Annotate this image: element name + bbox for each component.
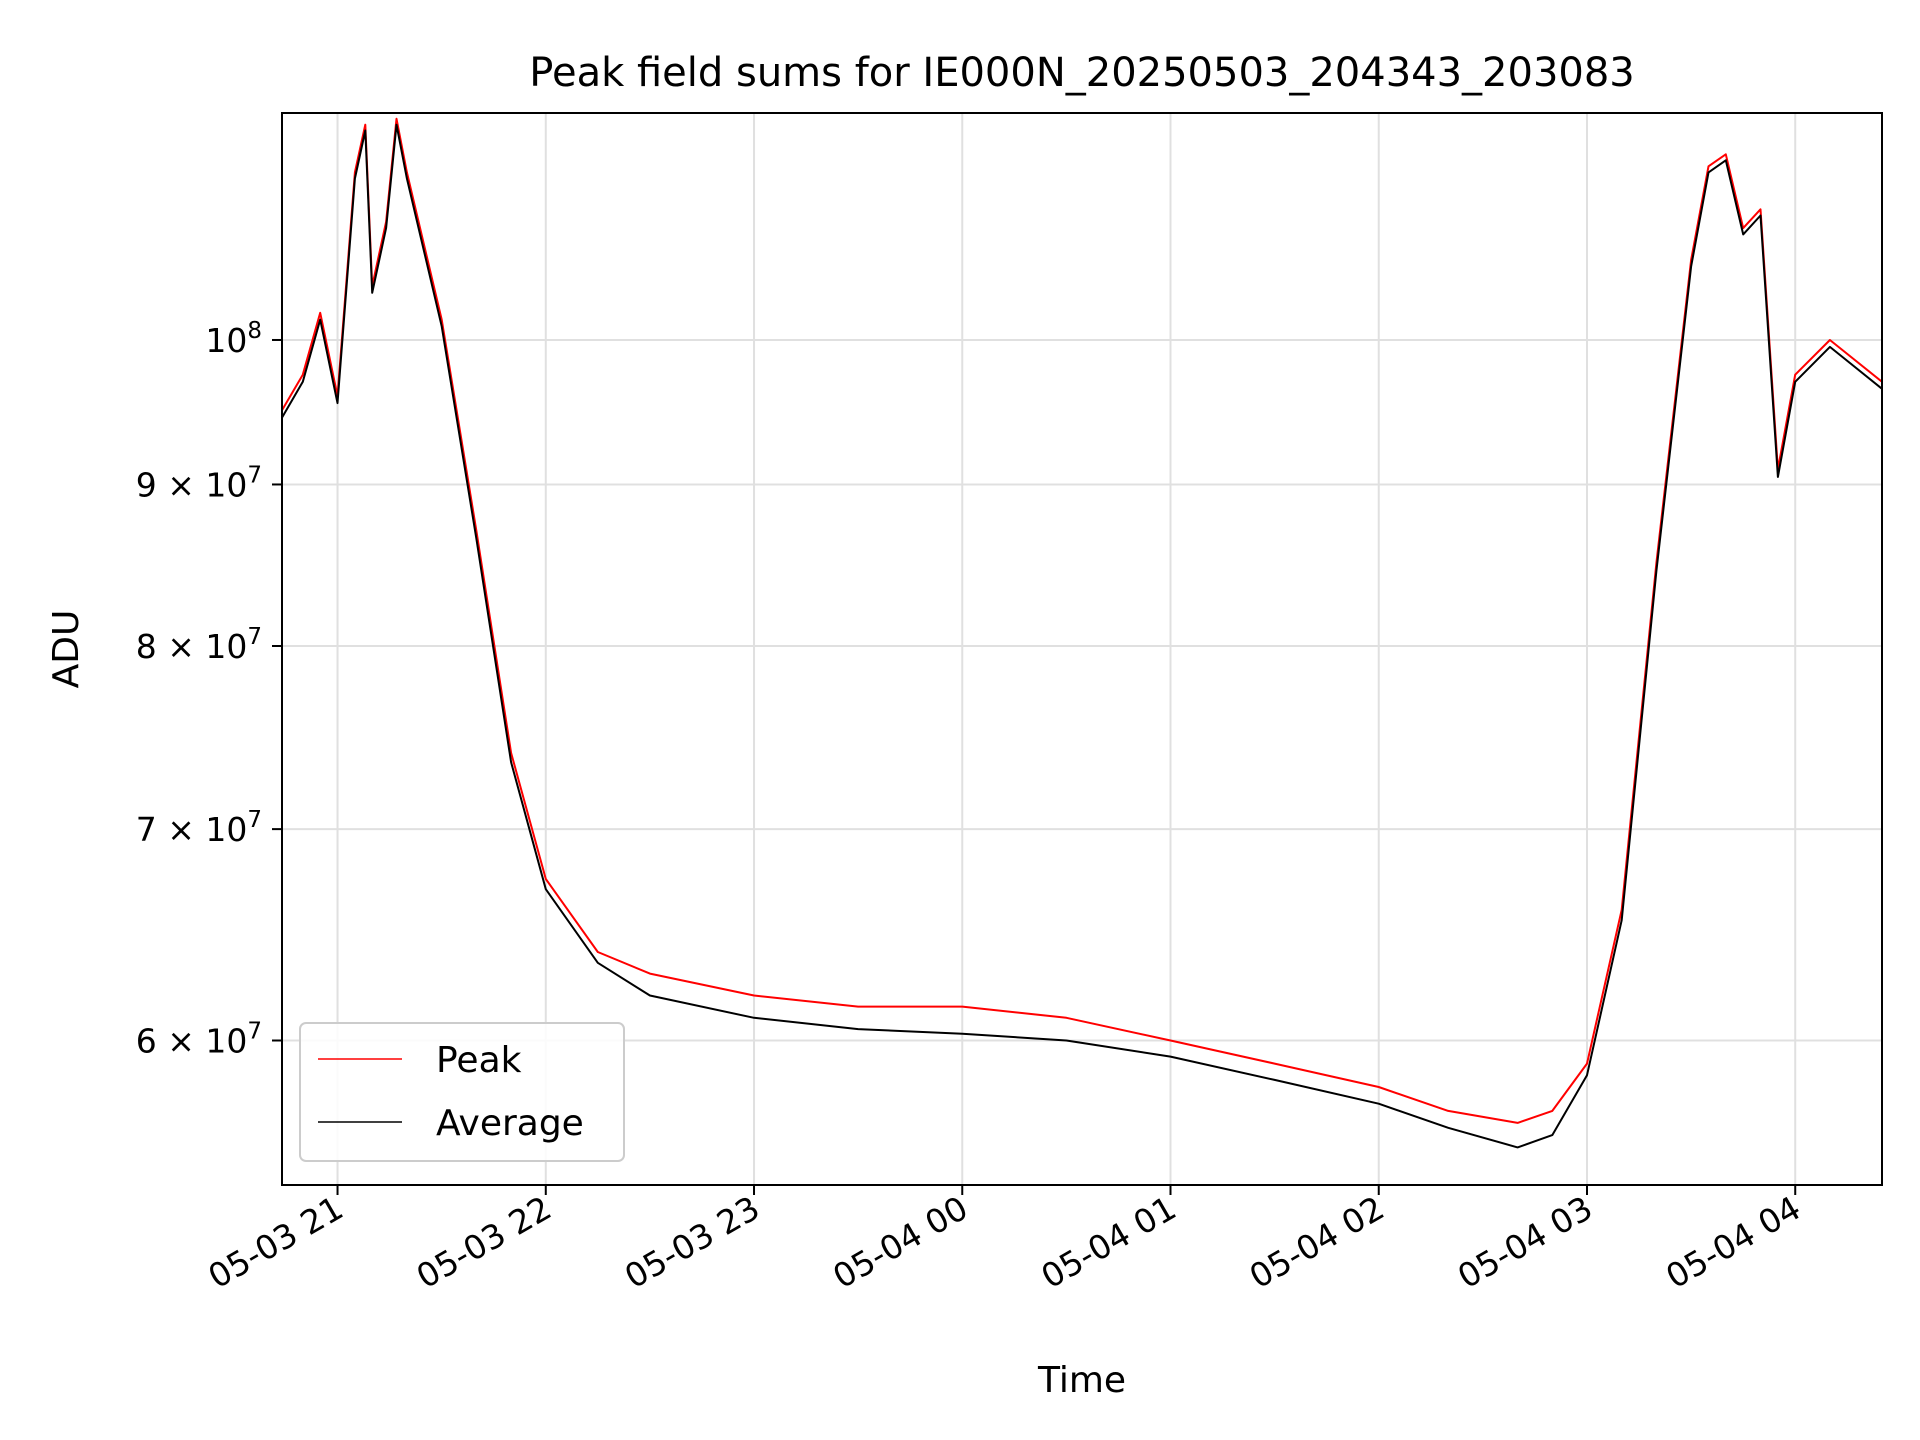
y-tick-label: 7 × 107	[136, 807, 262, 849]
legend-box	[299, 1022, 625, 1162]
series-line-average	[281, 123, 1883, 1149]
y-axis-label: ADU	[46, 610, 87, 689]
series-line-peak	[281, 117, 1883, 1124]
legend-label-peak: Peak	[436, 1040, 522, 1081]
y-axis-ticks: 6 × 107 7 × 107 8 × 107 9 × 107 108	[136, 318, 282, 1061]
x-axis-label: Time	[1037, 1360, 1126, 1401]
y-tick-label: 108	[205, 318, 262, 360]
legend-label-average: Average	[436, 1103, 584, 1144]
series-lines	[281, 117, 1883, 1149]
y-tick-label: 8 × 107	[136, 624, 262, 666]
chart-title: Peak field sums for IE000N_20250503_2043…	[529, 50, 1634, 96]
legend: Peak Average	[299, 1022, 625, 1162]
y-tick-label: 9 × 107	[136, 462, 262, 504]
plot-frame	[281, 112, 1883, 1186]
y-tick-label: 6 × 107	[136, 1019, 262, 1061]
